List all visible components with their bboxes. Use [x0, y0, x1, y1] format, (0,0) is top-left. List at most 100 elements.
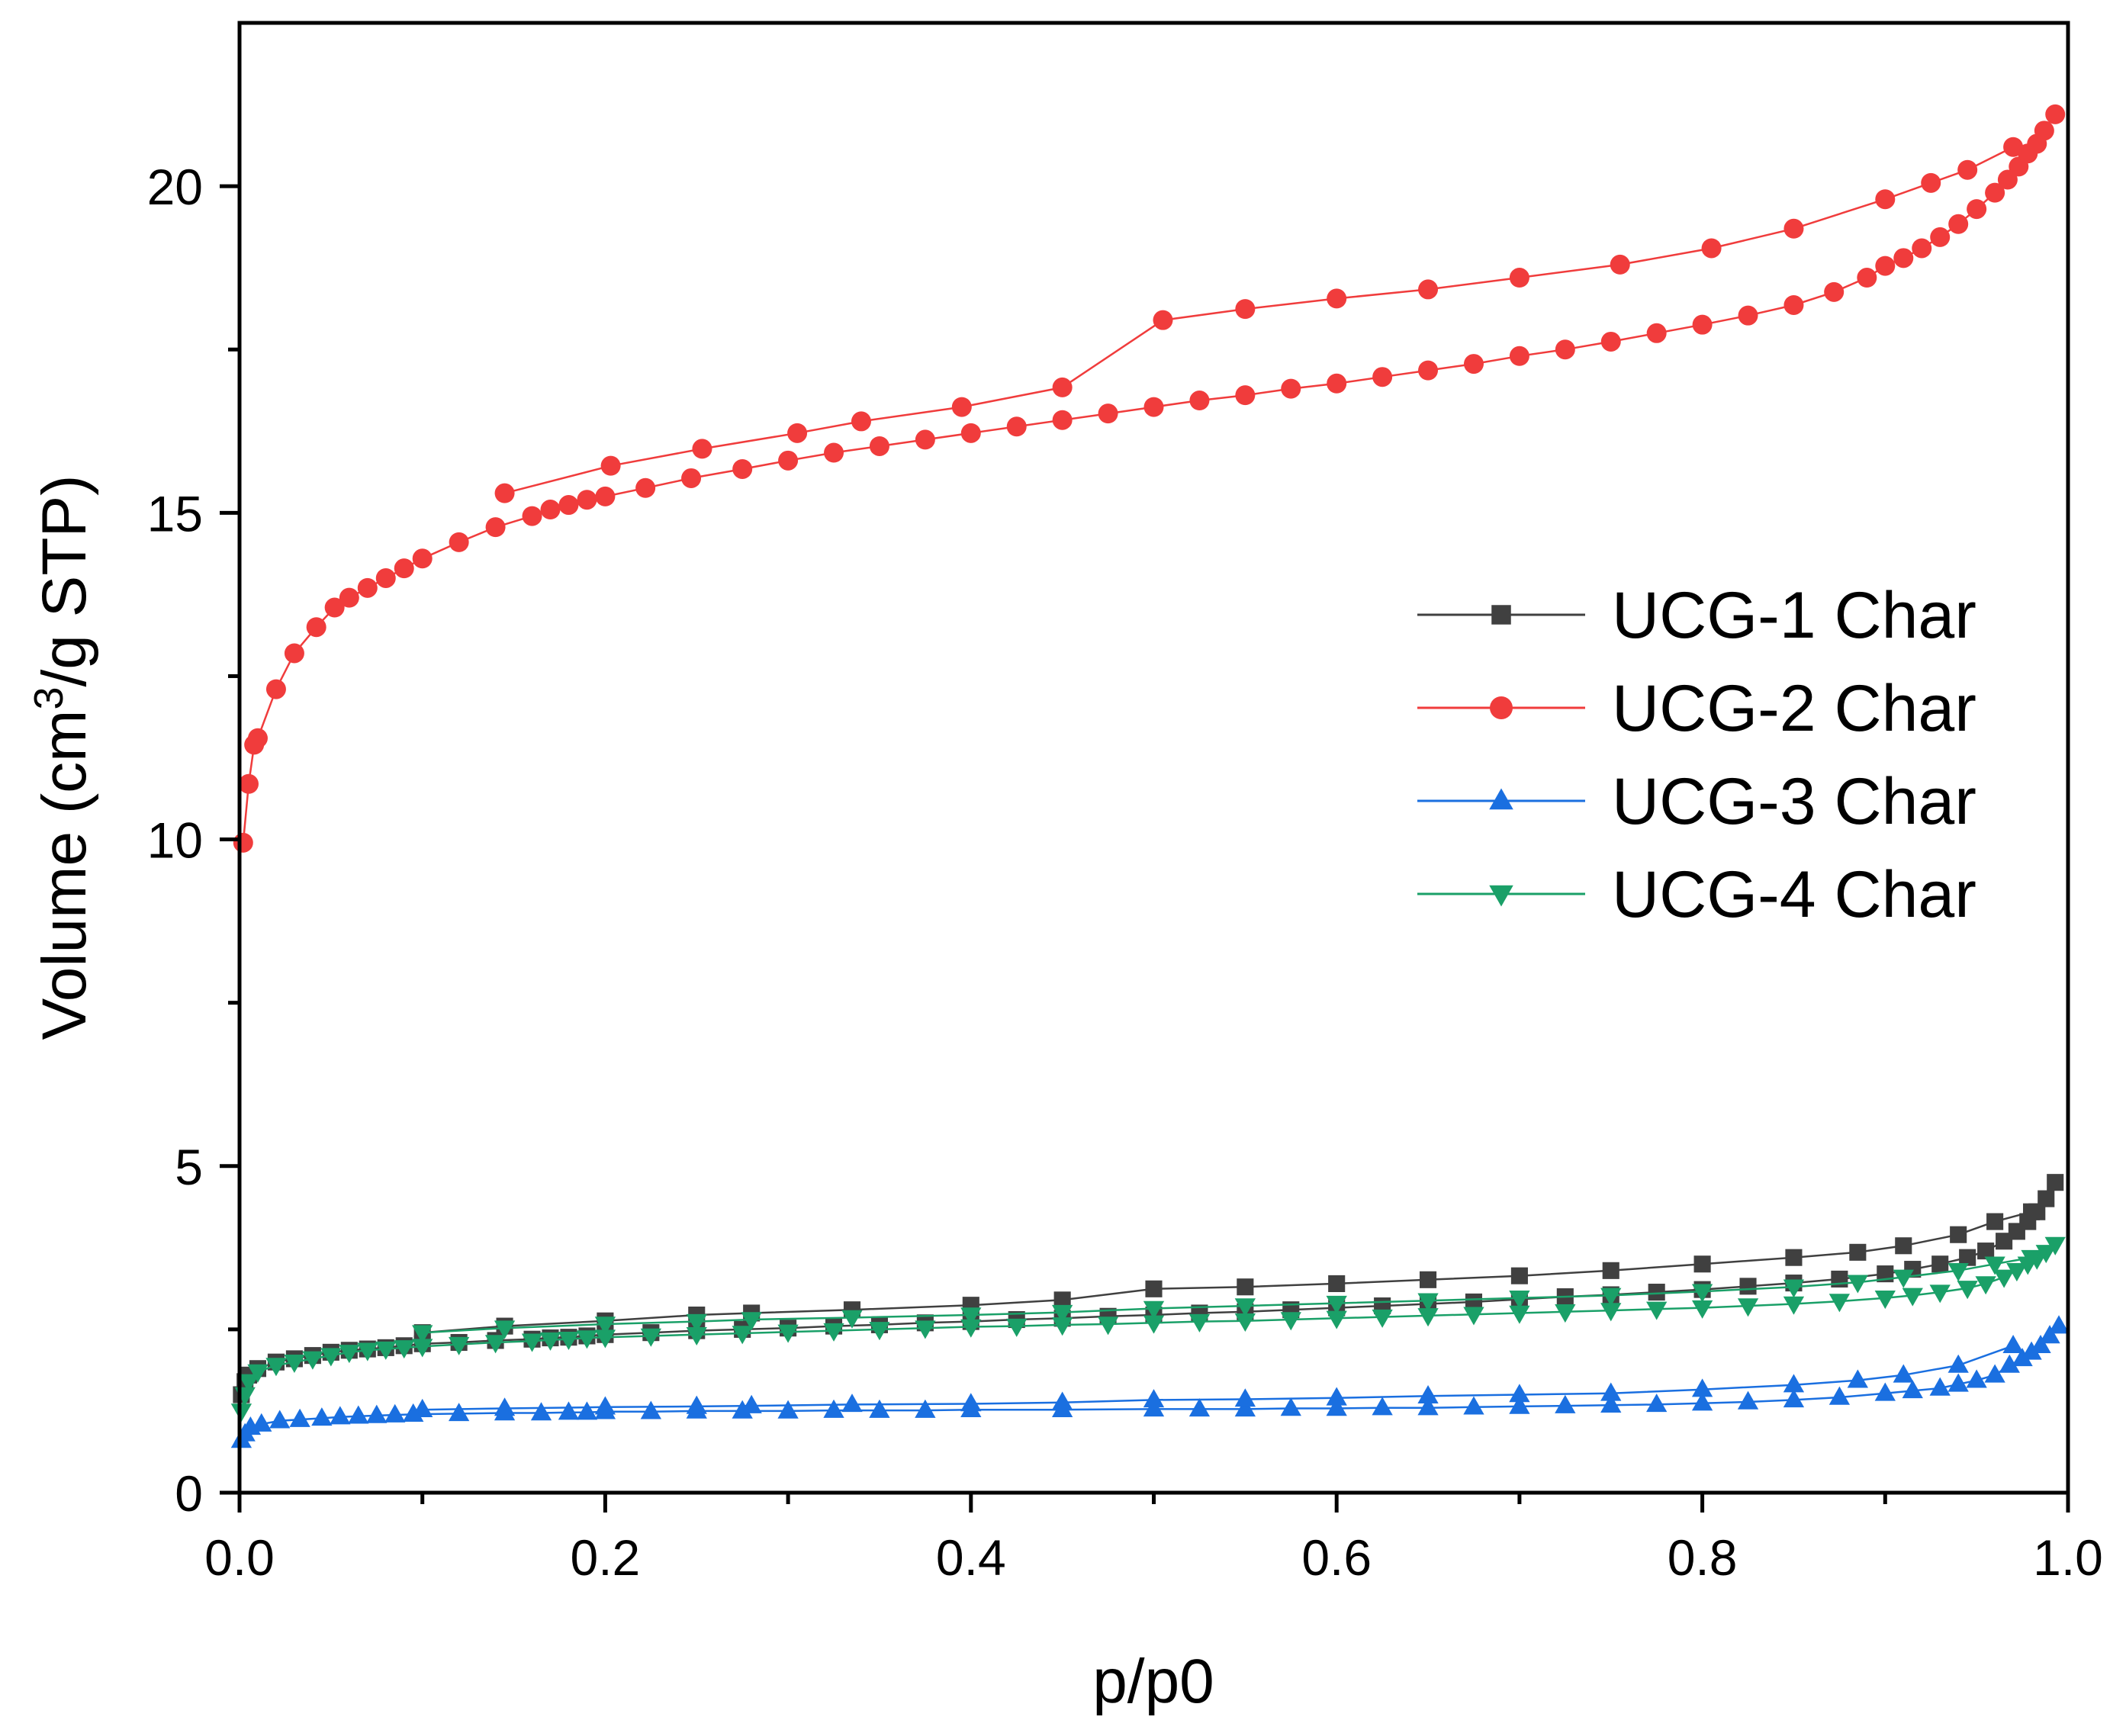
x-tick-label: 0.8 [1668, 1529, 1738, 1586]
data-point [1977, 1243, 1995, 1260]
data-point [1828, 1386, 1851, 1405]
data-point [594, 1329, 616, 1349]
data-point [1691, 1392, 1713, 1411]
data-point [1783, 294, 1804, 315]
data-point [289, 1408, 310, 1427]
data-point [595, 486, 616, 506]
data-point [384, 1403, 406, 1423]
data-point [1235, 385, 1256, 406]
data-point [324, 597, 345, 618]
data-point [1417, 1384, 1439, 1403]
data-point [1053, 1291, 1071, 1309]
data-point [1929, 1284, 1951, 1304]
data-point [1875, 189, 1896, 210]
data-point [1420, 1271, 1437, 1288]
y-tick-label: 10 [147, 812, 203, 869]
data-point [521, 1333, 543, 1352]
data-point [841, 1310, 863, 1329]
data-point [777, 1400, 799, 1419]
data-point [1967, 199, 1987, 220]
data-point [2030, 1335, 2051, 1354]
data-point [2021, 1341, 2042, 1360]
data-point [1509, 268, 1529, 288]
data-point [1692, 314, 1713, 335]
y-axis-title-main: Volume (cm [30, 710, 99, 1040]
data-point [1739, 1278, 1757, 1295]
data-point [1372, 1309, 1393, 1328]
data-point [1326, 1387, 1347, 1406]
legend-label: UCG-1 Char [1612, 579, 1976, 652]
data-point [841, 1394, 863, 1413]
y-axis-title-rest: /g STP) [30, 475, 99, 687]
data-point [357, 1342, 378, 1361]
data-point [1691, 1300, 1713, 1319]
data-point [247, 728, 268, 748]
data-point [2021, 1249, 2042, 1268]
data-point [1280, 1397, 1301, 1416]
data-point [576, 1401, 598, 1420]
data-point [1737, 1390, 1759, 1410]
data-point [869, 1322, 890, 1341]
data-point [448, 1336, 470, 1355]
data-point [311, 1407, 333, 1426]
data-point [1006, 1318, 1028, 1337]
data-point [915, 1399, 936, 1418]
data-point [1959, 1249, 1976, 1266]
data-point [1465, 1293, 1483, 1310]
data-point [1234, 1298, 1256, 1317]
data-point [1931, 1255, 1949, 1273]
data-point [732, 1326, 753, 1345]
data-point [1555, 339, 1575, 360]
data-point [1902, 1380, 1923, 1399]
data-point [1555, 1394, 1576, 1413]
data-point [1785, 1249, 1803, 1266]
data-point [1052, 1317, 1073, 1336]
data-point [824, 442, 844, 463]
series-3 [230, 1315, 2070, 1448]
data-point [494, 483, 515, 503]
data-point [1874, 1291, 1896, 1310]
legend-item-1: UCG-1 Char [1417, 579, 1976, 652]
data-point [1847, 1275, 1868, 1294]
data-point [1509, 1384, 1530, 1403]
data-point [960, 1319, 982, 1338]
data-point [2035, 1245, 2057, 1264]
data-point [1975, 1276, 1996, 1295]
data-point [2023, 1203, 2041, 1220]
data-point [1280, 1312, 1301, 1331]
data-point [686, 1326, 707, 1346]
x-tick-label: 0.2 [571, 1529, 641, 1586]
legend-item-4: UCG-4 Char [1417, 858, 1976, 931]
x-tick-label: 1.0 [2033, 1529, 2103, 1586]
y-tick-label: 15 [147, 485, 203, 542]
data-point [1143, 1300, 1165, 1320]
data-point [2038, 1190, 2055, 1207]
data-point [915, 429, 935, 450]
data-point [1418, 360, 1439, 381]
data-point [1930, 227, 1951, 247]
data-point [2002, 1335, 2024, 1354]
data-point [1097, 1316, 1119, 1336]
data-point [1326, 1310, 1347, 1329]
data-point [1893, 248, 1914, 268]
data-point [1646, 323, 1667, 343]
data-point [394, 1340, 415, 1359]
data-point [1947, 1354, 1969, 1373]
data-point [2048, 1315, 2070, 1334]
data-point [2012, 1348, 2033, 1367]
data-point [1463, 1307, 1484, 1326]
data-point [787, 423, 808, 443]
data-point [951, 397, 972, 417]
data-point [558, 1331, 580, 1351]
data-point [823, 1323, 844, 1342]
data-point [265, 679, 286, 699]
data-point [357, 577, 378, 598]
legend-item-2: UCG-2 Char [1417, 672, 1976, 745]
data-point [540, 500, 561, 520]
data-point [1234, 1388, 1256, 1407]
data-point [1509, 1305, 1530, 1324]
x-axis-title: p/p0 [1092, 1647, 1214, 1716]
data-point [1874, 1382, 1896, 1401]
data-point [686, 1313, 707, 1333]
